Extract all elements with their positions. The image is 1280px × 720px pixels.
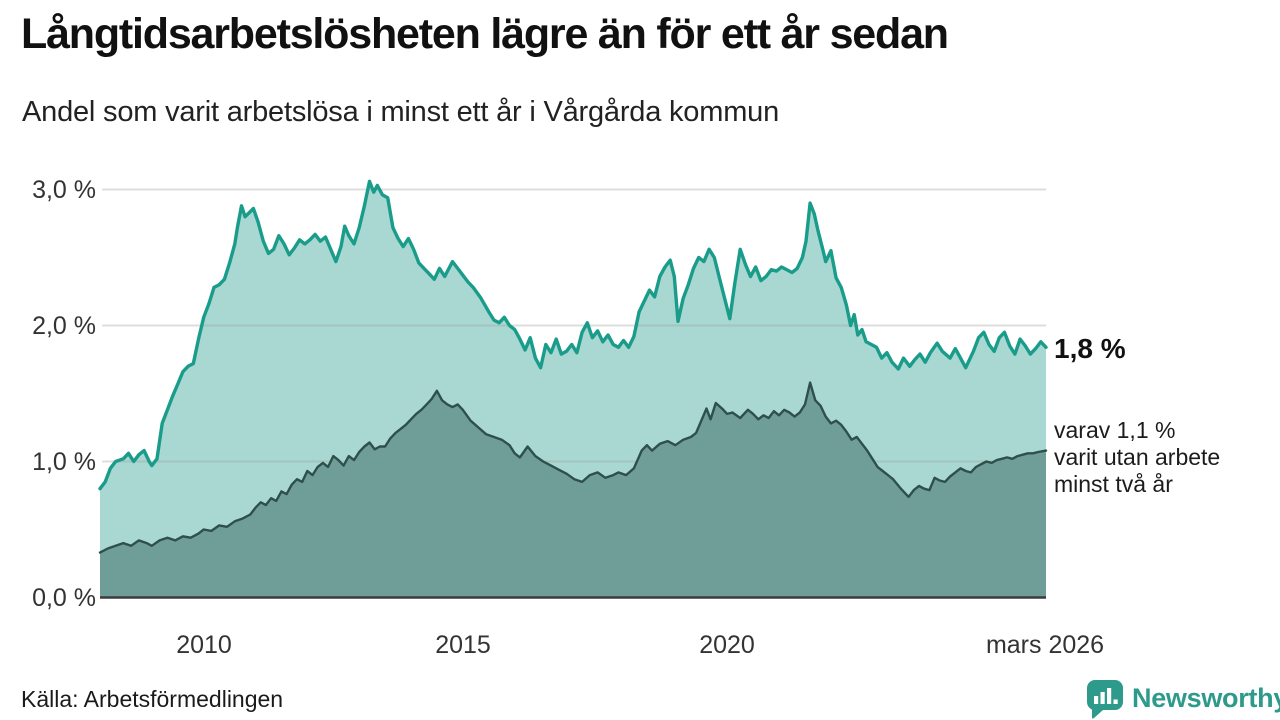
y-axis-tick-2: 2,0 % [32, 312, 96, 340]
newsworthy-logo: Newsworthy [1085, 678, 1280, 719]
x-axis-tick-2010: 2010 [176, 631, 232, 659]
x-axis-tick-mars-2026: mars 2026 [985, 631, 1105, 659]
y-axis-tick-1: 1,0 % [32, 448, 96, 476]
y-axis-tick-0: 0,0 % [32, 584, 96, 612]
note-line-3: minst två år [1054, 471, 1173, 497]
two-year-note: varav 1,1 % varit utan arbete minst två … [1054, 417, 1220, 498]
x-axis-tick-2020: 2020 [699, 631, 755, 659]
note-line-2: varit utan arbete [1054, 444, 1221, 470]
page-title: Långtidsarbetslösheten lägre än för ett … [21, 10, 949, 58]
y-axis-tick-3: 3,0 % [32, 176, 96, 204]
newsworthy-bubble-icon [1086, 680, 1123, 719]
chart-subtitle: Andel som varit arbetslösa i minst ett å… [22, 96, 780, 128]
note-line-1: varav 1,1 % [1054, 417, 1176, 443]
source-credit: Källa: Arbetsförmedlingen [21, 686, 284, 712]
newsworthy-wordmark: Newsworthy [1132, 683, 1280, 713]
end-value-label: 1,8 % [1054, 333, 1126, 364]
x-axis-tick-2015: 2015 [435, 631, 491, 659]
